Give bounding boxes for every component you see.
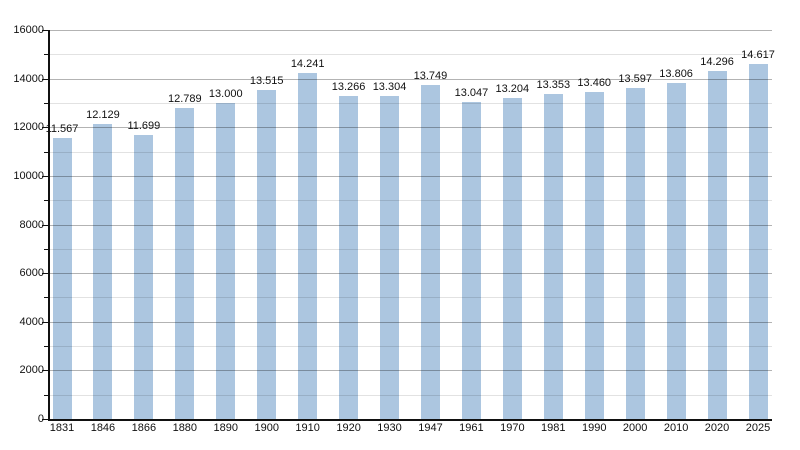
x-axis-tick-label: 1846 xyxy=(90,422,116,434)
y-axis-tick-label: 4000 xyxy=(19,315,44,328)
gridline-major xyxy=(50,78,772,80)
bar xyxy=(93,124,113,419)
bar xyxy=(584,91,604,419)
gridline-minor xyxy=(50,248,772,250)
x-axis-tick-label: 1900 xyxy=(254,422,279,434)
y-axis-tick-label: 16000 xyxy=(13,24,44,36)
bar-value-label: 13.000 xyxy=(208,87,243,100)
y-axis-tick xyxy=(42,30,48,31)
x-axis-line xyxy=(48,419,772,421)
x-axis-tick-label: 1910 xyxy=(295,422,320,434)
gridline-major xyxy=(50,175,772,177)
bar xyxy=(216,102,236,419)
bar-value-label: 11.699 xyxy=(127,119,161,132)
bar-value-label: 13.749 xyxy=(413,69,448,82)
y-axis-tick xyxy=(42,224,48,226)
bar xyxy=(543,94,563,419)
x-axis-tick-label: 1920 xyxy=(336,422,361,434)
y-axis-tick xyxy=(42,127,48,129)
x-axis-tick-label: 1981 xyxy=(541,422,566,434)
y-axis-tick-label: 8000 xyxy=(19,218,44,231)
y-axis-tick xyxy=(42,175,48,177)
bar-value-label: 13.515 xyxy=(249,75,284,88)
y-axis-tick xyxy=(44,394,48,396)
gridline-minor xyxy=(50,346,772,348)
y-axis-tick xyxy=(42,370,48,372)
x-axis-tick-label: 1930 xyxy=(377,422,402,434)
gridline-major xyxy=(50,127,772,129)
x-axis-tick-label: 1890 xyxy=(213,422,238,434)
x-axis-tick-label: 2000 xyxy=(622,422,648,434)
gridline-minor xyxy=(50,394,772,396)
x-axis-tick-label: 2010 xyxy=(663,422,689,434)
gridline-minor xyxy=(50,200,772,202)
gridline-major xyxy=(50,370,772,372)
bar xyxy=(298,72,318,419)
y-axis-tick xyxy=(42,78,48,80)
gridline-major xyxy=(50,224,772,226)
x-axis-tick-label: 1947 xyxy=(418,422,443,434)
y-axis-tick xyxy=(42,273,48,275)
y-axis-tick-label: 0 xyxy=(37,413,44,425)
bar-value-label: 12.129 xyxy=(86,109,120,122)
x-axis-tick-label: 1990 xyxy=(581,422,607,434)
bar-value-label: 12.789 xyxy=(167,93,202,106)
y-axis-line xyxy=(48,30,50,419)
y-axis-tick xyxy=(44,102,48,104)
y-axis-tick xyxy=(44,151,48,153)
y-axis-tick-label: 6000 xyxy=(19,267,44,280)
bar xyxy=(339,96,359,419)
bar xyxy=(666,83,686,419)
x-axis-tick-label: 1880 xyxy=(172,422,198,434)
bar-value-label: 13.304 xyxy=(372,80,407,93)
bar-value-label: 13.806 xyxy=(659,68,693,81)
y-axis-tick-label: 2000 xyxy=(19,364,44,377)
y-axis-tick xyxy=(42,419,48,420)
x-axis-tick-label: 1961 xyxy=(459,422,484,434)
plot-area: 11.567 12.129 11.699 12.789 13.000 13.515 14.2… xyxy=(42,30,775,421)
gridline-minor xyxy=(50,151,772,153)
bar xyxy=(502,97,522,419)
bar xyxy=(257,90,277,419)
y-axis-tick-label: 12000 xyxy=(13,121,44,134)
bar-value-label: 13.204 xyxy=(495,82,530,95)
bar xyxy=(52,137,72,419)
y-axis-tick-label: 14000 xyxy=(13,72,44,85)
bar xyxy=(625,88,645,419)
y-axis-tick xyxy=(42,321,48,323)
bar-value-label: 11.567 xyxy=(45,122,79,135)
gridline-minor xyxy=(50,297,772,299)
x-axis-tick-label: 2025 xyxy=(745,422,771,434)
x-axis-tick-label: 1831 xyxy=(49,422,75,434)
bar-value-label: 13.047 xyxy=(454,86,489,99)
bar xyxy=(461,101,481,419)
bar-value-label: 13.460 xyxy=(577,76,612,89)
gridline-minor xyxy=(50,102,772,104)
bar xyxy=(134,134,154,419)
y-axis-tick xyxy=(44,248,48,250)
bar xyxy=(707,71,727,419)
bar-value-label: 14.241 xyxy=(290,57,325,70)
bar-value-label: 14.617 xyxy=(741,48,775,61)
gridline-major xyxy=(50,30,772,31)
gridline-major xyxy=(50,321,772,323)
bar-value-label: 13.597 xyxy=(618,73,652,86)
bar-value-label: 13.353 xyxy=(536,79,571,92)
bar xyxy=(175,108,195,419)
x-axis-tick-label: 1970 xyxy=(500,422,525,434)
y-axis-tick-label: 10000 xyxy=(13,169,44,182)
gridline-minor xyxy=(50,54,772,56)
bar xyxy=(420,84,440,419)
y-axis-tick xyxy=(44,346,48,348)
bar xyxy=(748,63,768,419)
gridline-major xyxy=(50,273,772,275)
x-axis-tick-label: 2020 xyxy=(704,422,730,434)
y-axis-tick xyxy=(44,54,48,56)
x-axis-tick-label: 1866 xyxy=(131,422,157,434)
bar-value-label: 14.296 xyxy=(700,56,734,69)
y-axis-tick xyxy=(44,200,48,202)
y-axis-tick xyxy=(44,297,48,299)
bar-value-label: 13.266 xyxy=(331,81,366,94)
